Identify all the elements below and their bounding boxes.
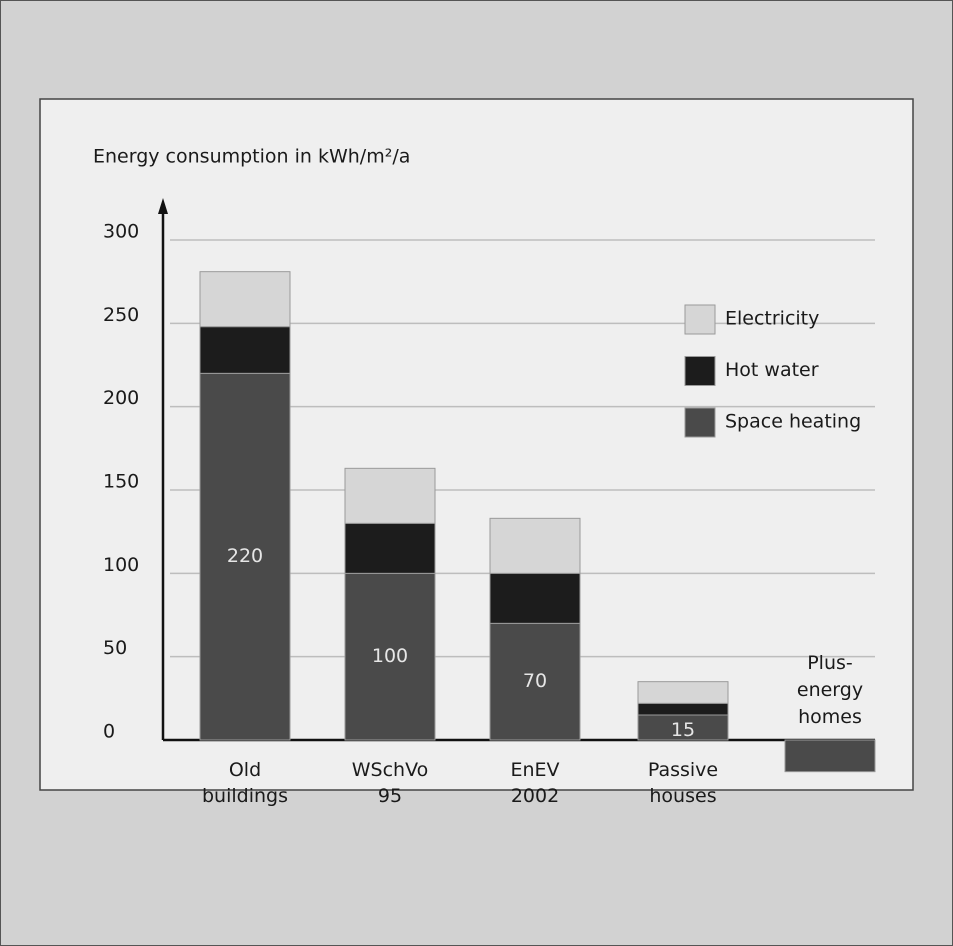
x-tick-label-line: WSchVo bbox=[352, 759, 428, 781]
y-tick-label: 0 bbox=[103, 721, 115, 743]
bar-segment bbox=[784, 739, 876, 773]
x-tick-label: WSchVo 95 bbox=[352, 759, 428, 807]
bar-segment bbox=[637, 714, 729, 741]
x-tick-label: EnEV 2002 bbox=[510, 759, 559, 807]
bars bbox=[199, 271, 876, 773]
x-tick-label: Passive houses bbox=[648, 759, 718, 807]
bar-segment bbox=[199, 271, 291, 328]
legend-label: Hot water bbox=[725, 359, 819, 381]
legend-label: Electricity bbox=[725, 308, 819, 330]
y-axis-arrow bbox=[158, 198, 168, 214]
bar-segment bbox=[489, 572, 581, 624]
y-axis-label: Energy consumption in kWh/m²/a bbox=[93, 146, 410, 168]
x-tick-label-line: 2002 bbox=[511, 785, 559, 807]
bar-segment bbox=[637, 702, 729, 716]
data-label: 15 bbox=[671, 719, 695, 741]
x-tick-label: Plus-energy homes bbox=[797, 652, 863, 728]
x-tick-label-line: Passive bbox=[648, 759, 718, 781]
y-tick-label: 100 bbox=[103, 554, 139, 576]
x-tick-label-line: houses bbox=[649, 785, 716, 807]
bar-segment bbox=[199, 372, 291, 741]
legend-swatch bbox=[684, 407, 716, 438]
bar-segment bbox=[489, 622, 581, 741]
y-tick-label: 150 bbox=[103, 471, 139, 493]
bar-segment bbox=[344, 467, 436, 524]
labels: 0 50 100 150 200 250 300 220 Old buildings 100 WSch… bbox=[103, 221, 863, 807]
bar-segment bbox=[637, 681, 729, 704]
x-tick-label-line: 95 bbox=[378, 785, 402, 807]
x-tick-label-line: homes bbox=[798, 706, 862, 728]
x-tick-label: Old buildings bbox=[202, 759, 288, 807]
data-label: 70 bbox=[523, 670, 547, 692]
y-tick-label: 50 bbox=[103, 637, 127, 659]
x-tick-label-line: EnEV bbox=[510, 759, 559, 781]
legend-swatch bbox=[684, 304, 716, 335]
x-tick-label-line: energy bbox=[797, 679, 863, 701]
legend-swatch bbox=[684, 356, 716, 386]
bar-segment bbox=[344, 572, 436, 741]
x-tick-label-line: Plus- bbox=[807, 652, 853, 674]
x-tick-label-line: Old bbox=[229, 759, 261, 781]
data-label: 100 bbox=[372, 645, 408, 667]
x-tick-label-line: buildings bbox=[202, 785, 288, 807]
bar-segment bbox=[344, 522, 436, 574]
y-tick-label: 300 bbox=[103, 221, 139, 243]
bar-segment bbox=[199, 326, 291, 374]
bar-segment bbox=[489, 517, 581, 574]
y-tick-label: 200 bbox=[103, 387, 139, 409]
data-label: 220 bbox=[227, 545, 263, 567]
y-tick-label: 250 bbox=[103, 304, 139, 326]
legend-label: Space heating bbox=[725, 411, 861, 433]
panel bbox=[39, 98, 914, 791]
